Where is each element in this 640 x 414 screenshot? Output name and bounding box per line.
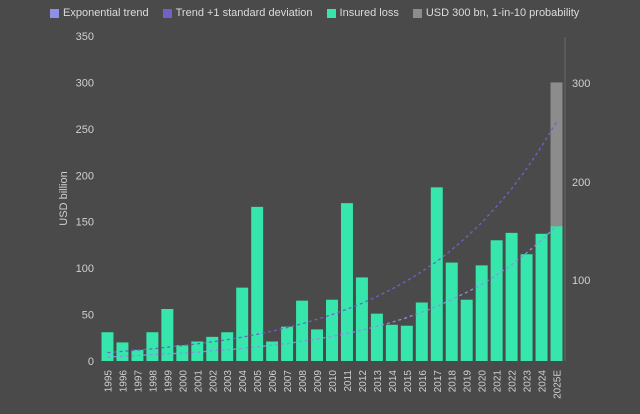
- insured-loss-bar: [490, 240, 503, 361]
- x-tick-label: 2003: [223, 370, 234, 393]
- insured-loss-bar: [535, 233, 548, 361]
- x-tick-label: 2010: [328, 370, 339, 393]
- x-tick-label: 2015: [403, 370, 414, 393]
- x-tick-label: 2002: [208, 370, 219, 393]
- x-tick-label: 2025E: [553, 370, 564, 399]
- insured-loss-bar: [340, 203, 353, 361]
- x-tick-label: 1996: [118, 370, 129, 393]
- insured-loss-bar: [311, 329, 324, 361]
- probability-bar: [550, 82, 563, 361]
- legend-item-usd-300bn[interactable]: USD 300 bn, 1-in-10 probability: [412, 7, 580, 19]
- legend-label: USD 300 bn, 1-in-10 probability: [425, 7, 580, 19]
- x-tick-label: 2005: [253, 370, 264, 393]
- x-tick-label: 2014: [388, 370, 399, 393]
- x-tick-label: 2011: [343, 370, 354, 392]
- insured-loss-bar: [355, 277, 368, 361]
- insured-loss-bar: [475, 265, 488, 361]
- insured-loss-bar: [161, 309, 174, 361]
- x-tick-label: 1997: [133, 370, 144, 393]
- insured-loss-bar: [505, 232, 518, 361]
- insured-loss-bar: [206, 336, 219, 361]
- y-tick-label: 50: [82, 310, 94, 322]
- x-tick-label: 2017: [433, 370, 444, 393]
- x-tick-label: 1999: [163, 370, 174, 393]
- y-tick-label: 100: [76, 263, 94, 275]
- insured-loss-bar: [430, 187, 443, 361]
- y-tick-label: 350: [76, 31, 94, 43]
- legend-item-exponential-trend[interactable]: Exponential trend: [50, 7, 149, 19]
- y-tick-label: 150: [76, 217, 94, 229]
- x-tick-label: 2009: [313, 370, 324, 393]
- x-tick-label: 1998: [148, 370, 159, 393]
- legend-label: Insured loss: [339, 7, 399, 19]
- y-tick-label: 250: [76, 124, 94, 136]
- insured-loss-bar: [251, 206, 264, 361]
- insured-loss-bar: [460, 299, 473, 361]
- x-tick-label: 2012: [358, 370, 369, 393]
- x-tick-label: 2022: [508, 370, 519, 393]
- x-tick-label: 2024: [538, 370, 549, 393]
- insured-loss-bar: [550, 226, 563, 361]
- legend-item-trend-plus-sd[interactable]: Trend +1 standard deviation: [162, 7, 313, 19]
- x-tick-label: 2007: [283, 370, 294, 393]
- trend-sd-line: [107, 121, 558, 354]
- insured-loss-bar: [415, 302, 428, 361]
- exponential-trend-line: [107, 225, 557, 358]
- x-tick-label: 2020: [478, 370, 489, 393]
- x-tick-label: 2006: [268, 370, 279, 393]
- legend-swatch: [326, 8, 336, 18]
- x-tick-label: 2001: [193, 370, 204, 393]
- insured-loss-bar: [236, 287, 249, 361]
- x-tick-label: 2023: [523, 370, 534, 393]
- insured-loss-bar: [266, 341, 279, 361]
- insured-loss-bar: [385, 324, 398, 361]
- insured-loss-bar: [400, 325, 413, 361]
- x-tick-label: 2004: [238, 370, 249, 393]
- y2-tick-label: 300: [572, 78, 590, 90]
- insured-loss-bar: [101, 332, 114, 361]
- y2-tick-label: 200: [572, 177, 590, 189]
- insured-loss-bar: [296, 300, 309, 361]
- y2-tick-label: 100: [572, 275, 590, 287]
- x-tick-label: 2019: [463, 370, 474, 393]
- x-tick-label: 2016: [418, 370, 429, 393]
- legend-swatch: [50, 8, 59, 18]
- legend-item-insured-loss[interactable]: Insured loss: [326, 7, 399, 19]
- y-tick-label: 300: [76, 77, 94, 89]
- y-tick-label: 200: [76, 170, 94, 182]
- legend-label: Trend +1 standard deviation: [175, 7, 313, 19]
- x-tick-label: 2000: [178, 370, 189, 393]
- x-tick-label: 2008: [298, 370, 309, 393]
- insured-loss-bar: [370, 313, 383, 361]
- legend-label: Exponential trend: [63, 7, 149, 19]
- x-tick-label: 2021: [493, 370, 504, 393]
- insured-loss-bar: [146, 332, 159, 361]
- insured-loss-bar: [445, 262, 458, 361]
- legend-swatch: [412, 8, 422, 18]
- x-tick-label: 1995: [103, 370, 114, 393]
- insured-loss-bar: [326, 299, 338, 361]
- insured-loss-bar: [131, 349, 144, 361]
- insured-loss-bar: [191, 341, 204, 361]
- x-tick-label: 2013: [373, 370, 384, 393]
- insured-loss-bar: [520, 254, 533, 361]
- x-tick-label: 2018: [448, 370, 459, 393]
- y-axis-title: USD billion: [58, 171, 70, 225]
- chart-legend: Exponential trend Trend +1 standard devi…: [50, 7, 579, 19]
- legend-swatch: [162, 8, 172, 18]
- insured-loss-bar: [221, 332, 234, 361]
- y-tick-label: 0: [88, 356, 94, 368]
